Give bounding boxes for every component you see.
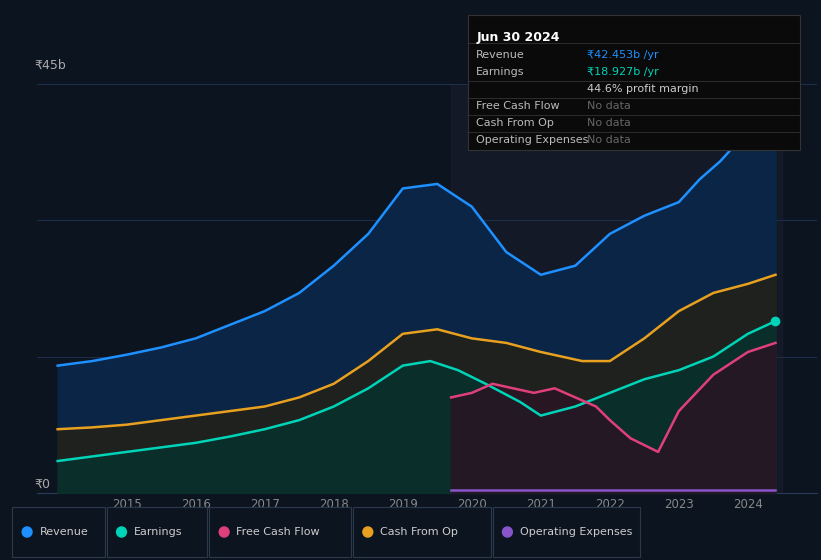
Text: No data: No data [587,134,631,144]
Text: Earnings: Earnings [476,67,525,77]
Text: Free Cash Flow: Free Cash Flow [236,527,320,537]
Text: Operating Expenses: Operating Expenses [520,527,632,537]
Text: ₹18.927b /yr: ₹18.927b /yr [587,67,658,77]
Text: No data: No data [587,101,631,111]
Text: ₹0: ₹0 [34,478,50,491]
Text: Revenue: Revenue [476,50,525,60]
Text: ₹42.453b /yr: ₹42.453b /yr [587,50,658,60]
Text: Earnings: Earnings [134,527,182,537]
Text: Cash From Op: Cash From Op [476,118,554,128]
Text: Jun 30 2024: Jun 30 2024 [476,31,560,44]
Text: ₹45b: ₹45b [34,59,66,72]
Text: No data: No data [587,118,631,128]
Text: 44.6% profit margin: 44.6% profit margin [587,84,699,94]
Bar [451,84,782,493]
Text: Operating Expenses: Operating Expenses [476,134,589,144]
Text: Free Cash Flow: Free Cash Flow [476,101,560,111]
Text: Cash From Op: Cash From Op [380,527,458,537]
Text: Revenue: Revenue [39,527,88,537]
